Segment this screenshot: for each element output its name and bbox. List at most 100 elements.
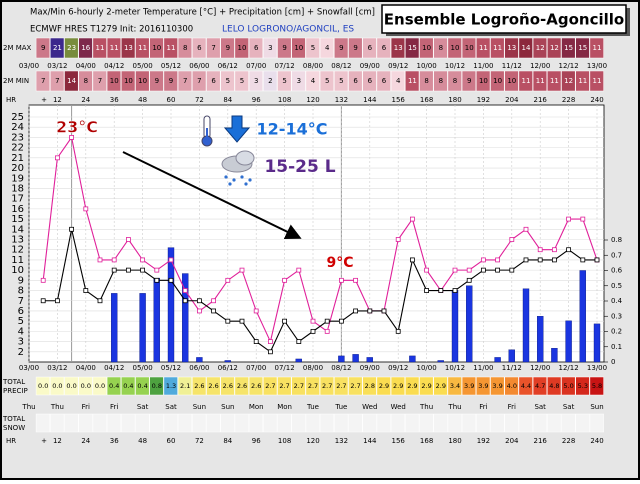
temp-cell (220, 37, 235, 59)
snow-cell (504, 413, 519, 433)
annotation: 9°C (326, 255, 353, 271)
temp-cell (504, 70, 519, 92)
y-tick-label: 19 (11, 173, 24, 184)
temp-point (154, 267, 160, 273)
precip-cell-label: 4.4 (521, 382, 531, 390)
hr-tick-label: 84 (223, 96, 232, 104)
precip-bar (295, 358, 302, 363)
temp-cell-label: 5 (226, 77, 230, 85)
snow-cell (248, 413, 264, 433)
temp-cell (405, 37, 420, 59)
temp-cell (490, 37, 505, 59)
temp-point (140, 257, 146, 263)
day-label: Sun (221, 403, 234, 411)
precip-cell (92, 376, 107, 396)
precip-cell-label: 2.7 (322, 382, 332, 390)
hr-tick-label: 48 (138, 437, 147, 445)
temp-point (296, 339, 302, 344)
y2-tick-label: 0.1 (611, 343, 622, 351)
precip-cell-label: 0.0 (38, 382, 48, 390)
temp-cell-label: 7 (41, 77, 45, 85)
snow-cell (447, 413, 462, 433)
precip-bar (593, 323, 601, 363)
precip-bar (451, 290, 459, 363)
precip-bar (522, 288, 530, 363)
temp-point (239, 267, 245, 273)
temp-cell-label: 7 (98, 77, 102, 85)
precip-bar (139, 293, 146, 363)
day-label: Thu (21, 403, 35, 411)
temp-point (225, 277, 231, 283)
y-tick-label: 23 (11, 132, 24, 143)
y-tick-label: 15 (11, 214, 24, 225)
day-label: Tue (306, 403, 319, 411)
temp-cell-label: 4 (311, 77, 316, 85)
precip-cell (490, 376, 505, 396)
temp-cell-label: 12 (536, 44, 545, 52)
temp-point (424, 288, 430, 293)
precip-cell (248, 376, 264, 396)
x-tick-label: 13/00 (587, 62, 607, 70)
temp-cell-label: 8 (439, 44, 443, 52)
x-tick-label: 11/12 (502, 364, 522, 372)
x-tick-label: 06/12 (218, 364, 238, 372)
temp-cell (64, 37, 79, 59)
temp-point (310, 318, 316, 324)
station: LELO LOGRONO/AGONCIL, ES (222, 25, 354, 35)
temp-cell-label: 9 (467, 77, 471, 85)
precip-bar (466, 285, 473, 363)
hr-tick-label: 168 (420, 437, 433, 445)
precip-cell (447, 376, 462, 396)
hr-tick-label: 84 (223, 437, 232, 445)
precip-cell-label: 2.7 (265, 382, 275, 390)
temp-cell-label: 10 (238, 44, 247, 52)
temp-cell (547, 70, 562, 92)
y2-tick-label: 0.3 (611, 312, 622, 320)
precip-bar (352, 354, 359, 363)
temp-cell (78, 70, 93, 92)
hr-tick-label: 60 (167, 96, 176, 104)
temp-point (523, 257, 529, 263)
hr-tick-label: 240 (590, 96, 603, 104)
snow-cell (305, 413, 320, 433)
temp-cell (589, 37, 604, 59)
precip-cell (263, 376, 278, 396)
temp-cell (248, 70, 264, 92)
y-tick-label: 10 (11, 265, 24, 276)
hr-tick-label: 24 (81, 96, 90, 104)
temp-cell-label: 15 (564, 44, 573, 52)
box-title: Ensemble Logroño-Agoncillo (384, 11, 624, 29)
temp-point (395, 328, 401, 334)
row-label: TOTAL (2, 415, 25, 423)
temp-cell-label: 15 (578, 44, 587, 52)
temp-cell (319, 70, 335, 92)
x-tick-label: 04/12 (104, 364, 124, 372)
temp-cell-label: 5 (311, 44, 315, 52)
snow-cell (319, 413, 335, 433)
hr-tick-label: 72 (195, 437, 204, 445)
precip-cell-label: 0.0 (52, 382, 62, 390)
temp-line (43, 229, 597, 353)
precip-cell-label: 2.9 (379, 382, 389, 390)
snow-cell (532, 413, 548, 433)
temp-point (523, 226, 529, 232)
x-tick-label: 08/00 (303, 364, 323, 372)
x-tick-label: 05/12 (161, 62, 181, 70)
temp-cell-label: 11 (167, 44, 176, 52)
x-tick-label: 04/00 (76, 62, 96, 70)
precip-cell (35, 376, 51, 396)
precip-bar (565, 320, 572, 363)
day-label: Sat (137, 403, 149, 411)
precip-cell-label: 2.6 (237, 382, 247, 390)
temp-cell (334, 37, 349, 59)
x-tick-label: 08/12 (331, 62, 351, 70)
temp-point (97, 298, 103, 304)
annotation: 12-14°C (257, 120, 328, 139)
hr-tick-label: 36 (110, 437, 119, 445)
precip-cell-label: 3.9 (464, 382, 474, 390)
temp-point (409, 257, 415, 263)
temp-point (253, 308, 259, 314)
precip-cell (277, 376, 292, 396)
x-tick-label: 10/00 (417, 364, 437, 372)
temp-cell-label: 5 (339, 77, 343, 85)
